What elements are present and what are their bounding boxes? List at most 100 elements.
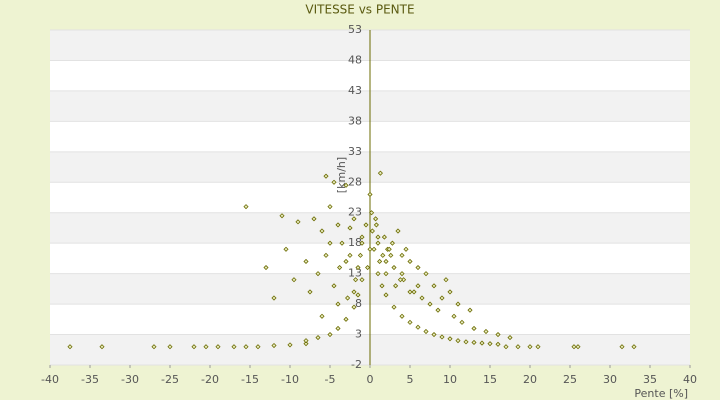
point (375, 271, 381, 277)
point (291, 277, 297, 283)
y-tick-label: 13 (348, 267, 362, 280)
point (167, 344, 173, 350)
y-tick-label: 33 (348, 145, 362, 158)
point (327, 204, 333, 210)
point (407, 319, 413, 325)
point (287, 342, 293, 348)
y-tick-label: 3 (355, 328, 362, 341)
point (303, 258, 309, 265)
point (353, 277, 359, 283)
y-tick-label: -2 (351, 358, 362, 371)
point (467, 307, 473, 313)
y-tick-label: 43 (348, 84, 362, 97)
y-tick-label: 28 (348, 175, 362, 188)
point (423, 271, 429, 277)
point (397, 277, 403, 283)
point (359, 277, 365, 283)
point (383, 271, 389, 277)
point (335, 301, 341, 307)
point (503, 344, 509, 350)
point (351, 216, 357, 222)
point (215, 344, 221, 350)
point (479, 340, 485, 346)
point (455, 338, 461, 344)
point (381, 234, 387, 240)
point (335, 325, 341, 332)
point (369, 228, 375, 234)
point (365, 264, 371, 271)
x-axis-label: Pente [%] (634, 387, 688, 400)
point (151, 344, 157, 350)
point (571, 344, 577, 350)
point (335, 222, 341, 228)
point (495, 331, 501, 338)
point (483, 328, 489, 335)
point (231, 344, 237, 350)
x-tick-label: -20 (201, 373, 219, 386)
point (311, 216, 317, 222)
point (411, 289, 417, 295)
point (67, 344, 73, 350)
point (243, 344, 249, 350)
point (395, 228, 401, 234)
x-tick-label: 40 (683, 373, 697, 386)
point (315, 335, 321, 341)
point (447, 336, 453, 342)
point (343, 182, 349, 188)
point (439, 334, 445, 340)
point (323, 173, 329, 179)
point (427, 301, 433, 307)
point (369, 210, 375, 216)
point (203, 344, 209, 350)
point (507, 335, 513, 341)
y-tick-label: 18 (348, 236, 362, 249)
x-tick-label: -10 (281, 373, 299, 386)
point (373, 216, 379, 222)
point (279, 213, 285, 219)
point (431, 331, 437, 338)
x-tick-label: 25 (563, 373, 577, 386)
point (407, 258, 413, 265)
point (386, 246, 392, 252)
point (243, 204, 249, 210)
point (388, 252, 394, 258)
x-tick-label: -40 (41, 373, 59, 386)
x-tick-label: 0 (367, 373, 374, 386)
point (391, 304, 397, 310)
point (331, 283, 337, 289)
point (379, 283, 385, 289)
chart-title: VITESSE vs PENTE (305, 3, 414, 17)
point (359, 240, 365, 246)
point (443, 277, 449, 283)
point (307, 289, 313, 295)
x-tick-label: -5 (325, 373, 336, 386)
point (295, 219, 301, 225)
point (435, 307, 441, 313)
point (471, 325, 477, 332)
x-tick-label: 35 (643, 373, 657, 386)
point (439, 295, 445, 301)
point (351, 289, 357, 295)
x-tick-label: 5 (407, 373, 414, 386)
point (631, 344, 637, 350)
point (575, 344, 581, 350)
point (319, 228, 325, 234)
point (377, 170, 383, 176)
x-tick-label: -25 (161, 373, 179, 386)
point (377, 258, 383, 265)
point (383, 258, 389, 265)
point (339, 240, 345, 246)
point (283, 246, 289, 252)
point (431, 283, 437, 289)
point (359, 234, 365, 240)
x-tick-label: -35 (81, 373, 99, 386)
point (343, 258, 349, 265)
y-tick-label: 48 (348, 53, 362, 66)
point (271, 342, 277, 349)
point (459, 319, 465, 325)
point (619, 344, 625, 350)
point (447, 289, 453, 295)
x-tick-label: 10 (443, 373, 457, 386)
point (463, 339, 469, 345)
